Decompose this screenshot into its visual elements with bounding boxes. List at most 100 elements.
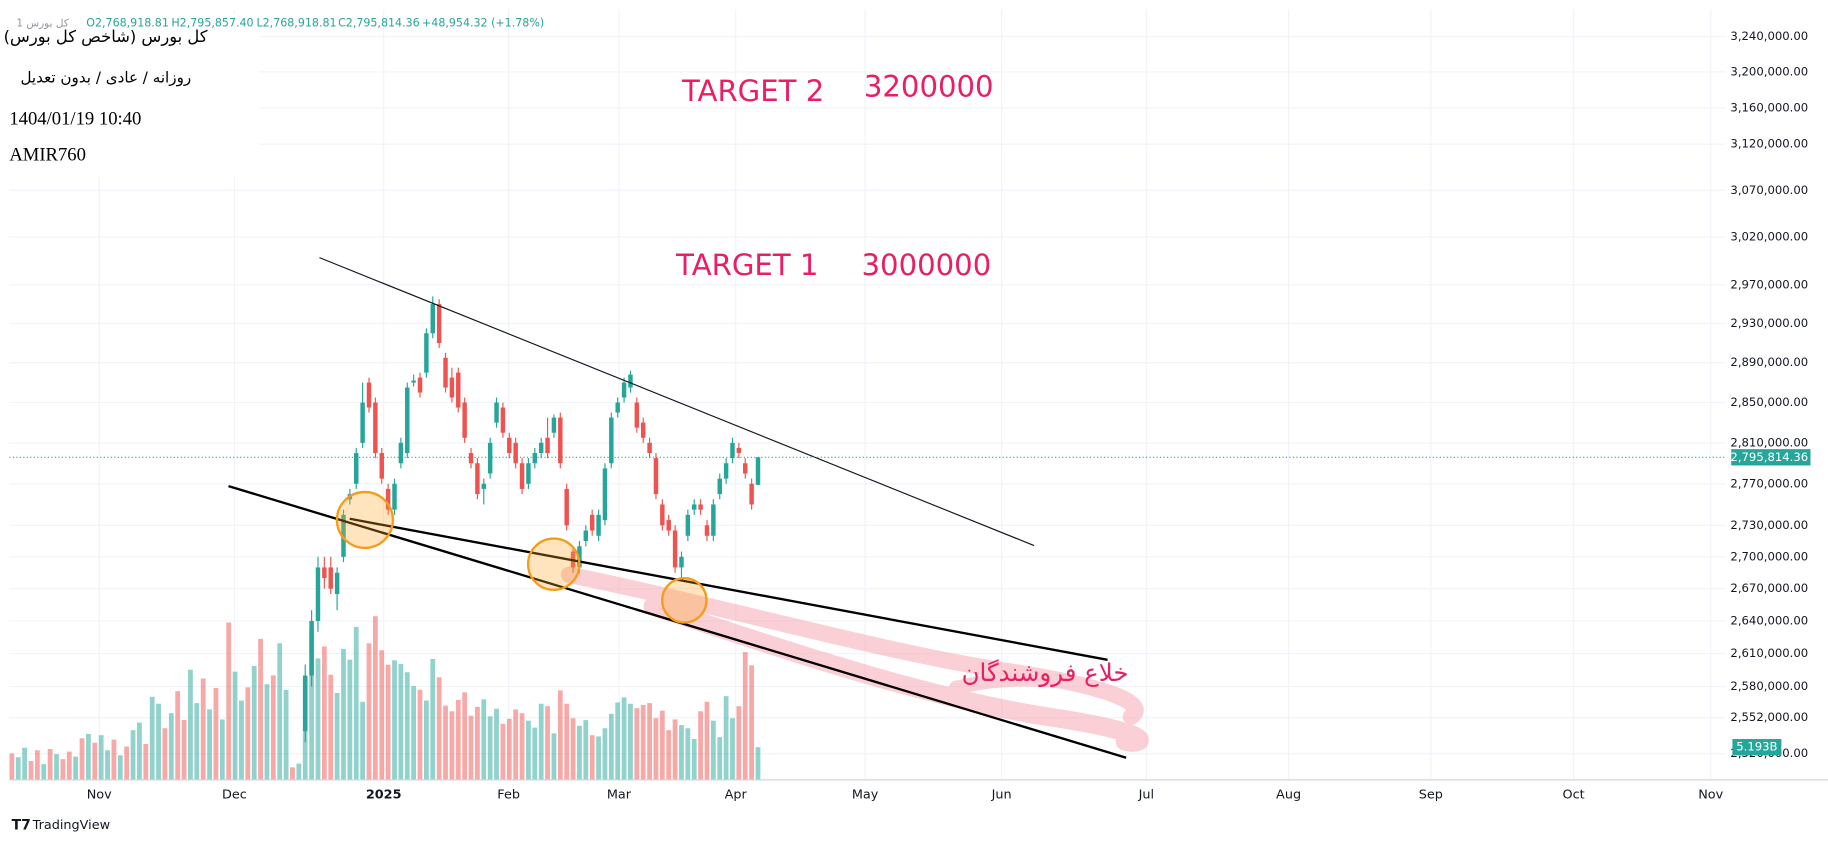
candle-body <box>717 478 722 495</box>
last-price-box <box>1731 449 1811 466</box>
y-tick-label: 2,640,000.00 <box>1730 613 1808 627</box>
volume-bar <box>366 643 372 780</box>
volume-bar <box>577 725 582 780</box>
volume-bar <box>130 730 136 780</box>
candle-body <box>366 382 372 408</box>
axes: 3,240,000.00 3,200,000.00 3,160,000.00 3,12… <box>9 29 1828 803</box>
x-tick-label: Dec <box>222 788 247 803</box>
volume-bar <box>659 710 665 780</box>
candle-body <box>685 514 691 536</box>
trend-line <box>349 517 1108 661</box>
trend-line <box>319 257 1035 547</box>
info-box <box>0 13 259 178</box>
volume-bar <box>341 648 346 780</box>
candle-body <box>334 572 340 595</box>
volume-last-label: 5.193B <box>1736 740 1777 754</box>
volume-bar <box>245 687 251 780</box>
candle-body <box>532 453 538 464</box>
candle-body <box>564 488 569 526</box>
candle-body <box>602 468 608 521</box>
volume-bar <box>691 738 697 780</box>
volume-bar <box>666 730 672 780</box>
candle-body <box>609 417 614 464</box>
candle-body <box>723 463 729 479</box>
volume-bar <box>149 696 155 780</box>
annotation: 3000000 <box>862 248 992 282</box>
volume-bar <box>647 703 652 780</box>
candle-body <box>494 402 499 423</box>
volume-bar <box>117 755 123 780</box>
candle-body <box>679 556 684 568</box>
volume-bar <box>398 664 404 780</box>
volume-bar <box>679 725 684 780</box>
y-tick-label: 3,020,000.00 <box>1730 230 1808 244</box>
volume-bar <box>156 703 161 780</box>
volume-bar <box>219 719 225 780</box>
candle-body <box>373 402 378 454</box>
volume-bar <box>742 652 748 780</box>
volume-bar <box>66 751 72 780</box>
volume-bar <box>347 659 353 780</box>
y-tick-label: 3,240,000.00 <box>1730 29 1808 43</box>
volume-bar <box>545 706 550 780</box>
info-line: روزانه / عادی / بدون تعدیل <box>20 69 191 87</box>
candle-body <box>730 442 735 459</box>
volume-bar <box>188 669 193 780</box>
volume-bar <box>181 720 187 780</box>
candle-body <box>589 514 595 531</box>
candle-body <box>634 402 640 428</box>
candle-body <box>341 514 346 557</box>
volume-bar <box>47 749 53 780</box>
candle-body <box>583 530 589 542</box>
volume-bar <box>615 702 621 780</box>
info-line: کل بورس (شاخص کل بورس) <box>4 27 208 47</box>
volume-bar <box>392 660 397 780</box>
candle-body <box>379 453 384 479</box>
candle-body <box>691 504 697 510</box>
candle-body <box>628 374 633 388</box>
volume-bar <box>755 747 761 780</box>
candle-body <box>328 567 333 589</box>
volume-bar <box>86 733 91 780</box>
candle-body <box>615 402 620 413</box>
candle-body <box>417 377 423 393</box>
volume-bar <box>526 720 531 780</box>
volume-bar <box>372 616 378 780</box>
volume-bar <box>143 744 149 780</box>
volume-bar <box>22 747 28 780</box>
volume-bar <box>417 689 423 780</box>
x-tick-label: Nov <box>1698 788 1723 803</box>
volume-bar <box>443 705 448 780</box>
candle-body <box>385 488 391 510</box>
volume-bar <box>315 658 321 780</box>
x-tick-label: Mar <box>607 788 632 803</box>
candle-body <box>519 463 525 489</box>
volume-bar <box>379 650 385 780</box>
volume-bar <box>730 718 735 780</box>
volume-bar <box>455 699 461 780</box>
candle-body <box>487 442 493 474</box>
volume-bar <box>207 709 212 780</box>
y-tick-label: 2,810,000.00 <box>1730 435 1808 449</box>
candle-body <box>698 504 703 510</box>
x-tick-label: Nov <box>87 788 112 803</box>
volume-bar <box>698 711 703 780</box>
volume-bar <box>519 713 525 780</box>
ohlc-close: C2,795,814.36 <box>338 16 420 29</box>
y-tick-label: 2,580,000.00 <box>1730 679 1808 693</box>
brush-stroke <box>948 672 1144 716</box>
volume-bar <box>564 703 570 780</box>
x-tick-label: Oct <box>1563 788 1585 803</box>
candle-body <box>468 453 474 464</box>
candle-body <box>302 675 308 732</box>
ohlc-high: H2,795,857.40 <box>171 16 253 29</box>
volume-bar <box>475 706 480 780</box>
volume-bar <box>710 720 716 780</box>
volume-bar <box>239 700 244 780</box>
x-tick-label: Jun <box>991 788 1012 803</box>
volume-bar <box>54 754 59 780</box>
candle-body <box>360 402 365 443</box>
volume-bar <box>92 742 98 780</box>
candle-body <box>424 333 429 373</box>
candle-body <box>704 525 710 536</box>
